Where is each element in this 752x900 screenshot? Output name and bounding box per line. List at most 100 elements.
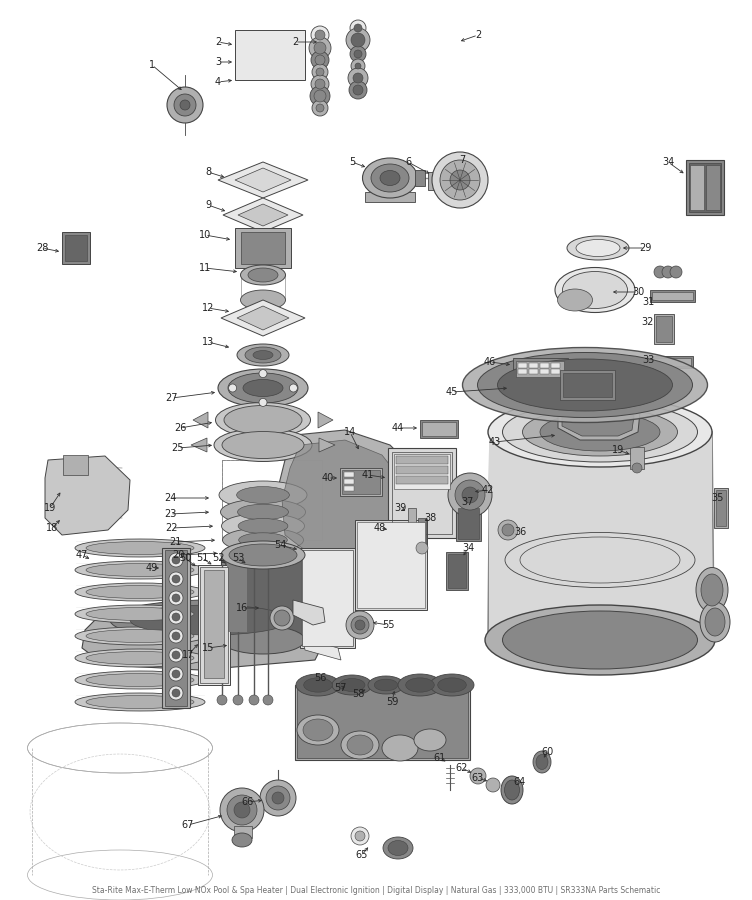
Bar [355,520,427,610]
Bar [650,358,691,366]
Ellipse shape [462,347,708,422]
Ellipse shape [438,678,466,692]
Text: 10: 10 [199,230,211,240]
Ellipse shape [238,504,289,520]
Circle shape [632,463,642,473]
Circle shape [229,384,237,392]
Ellipse shape [523,408,678,456]
Circle shape [670,266,682,278]
Polygon shape [275,430,415,570]
Ellipse shape [86,586,194,598]
Circle shape [654,266,666,278]
Text: 44: 44 [392,423,404,433]
Polygon shape [318,412,333,428]
Bar [446,552,468,590]
Text: 32: 32 [641,317,654,327]
Bar [529,369,538,374]
Polygon shape [221,300,305,336]
Circle shape [353,73,363,83]
Ellipse shape [222,514,305,538]
Circle shape [312,100,328,116]
Polygon shape [282,440,400,558]
Text: 13: 13 [202,337,214,347]
Circle shape [346,611,374,639]
Circle shape [172,651,180,659]
Circle shape [169,591,183,605]
Text: 1: 1 [149,60,155,70]
Text: 48: 48 [374,523,386,533]
Ellipse shape [501,776,523,804]
Ellipse shape [130,605,290,635]
Ellipse shape [223,542,302,564]
Text: 34: 34 [662,157,674,167]
Polygon shape [238,204,288,226]
Bar [340,468,382,496]
Ellipse shape [405,678,435,692]
Ellipse shape [110,600,310,640]
Circle shape [270,606,294,630]
Circle shape [462,487,478,503]
Bar [706,165,720,210]
Text: 19: 19 [612,445,624,455]
Circle shape [234,802,250,818]
Bar [225,560,301,635]
Ellipse shape [214,428,312,462]
Bar [396,476,448,484]
Text: 22: 22 [165,523,178,533]
Ellipse shape [297,715,339,745]
Text: 17: 17 [182,650,194,660]
Circle shape [263,695,273,705]
Ellipse shape [237,344,289,366]
Bar [357,522,425,608]
Text: 53: 53 [232,553,244,563]
Ellipse shape [86,673,194,687]
Text: 51: 51 [196,553,208,563]
Circle shape [346,28,370,52]
Ellipse shape [701,574,723,606]
Circle shape [174,94,196,116]
Bar [540,369,549,374]
Ellipse shape [243,380,283,397]
Bar [165,550,187,706]
Text: 59: 59 [386,697,399,707]
Circle shape [662,266,674,278]
Bar [408,508,416,526]
Bar [489,432,712,640]
Bar [62,232,90,264]
Circle shape [502,524,514,536]
Text: 50: 50 [179,553,191,563]
Bar [388,448,456,538]
Bar [222,460,322,540]
Circle shape [351,616,369,634]
Circle shape [172,613,180,621]
Bar [198,565,230,685]
Text: 55: 55 [382,620,394,630]
Circle shape [350,46,366,62]
Text: Sta-Rite Max-E-Therm Low NOx Pool & Spa Heater | Dual Electronic Ignition | Digi: Sta-Rite Max-E-Therm Low NOx Pool & Spa … [92,886,660,895]
Ellipse shape [75,671,205,689]
Ellipse shape [75,605,205,623]
Circle shape [172,670,180,678]
Ellipse shape [398,674,442,696]
Bar [422,422,456,436]
Circle shape [314,90,326,102]
Circle shape [355,63,361,69]
Circle shape [169,553,183,567]
Bar [650,290,695,302]
Bar [648,356,693,368]
Text: 15: 15 [202,643,214,653]
Bar [63,455,88,475]
Text: 18: 18 [46,523,58,533]
Text: 31: 31 [642,297,654,307]
Ellipse shape [576,239,620,256]
Text: 38: 38 [424,513,436,523]
Circle shape [217,695,227,705]
Ellipse shape [238,533,287,547]
Circle shape [167,87,203,123]
Circle shape [172,689,180,697]
Ellipse shape [245,347,281,363]
Text: 63: 63 [472,773,484,783]
Ellipse shape [248,268,278,282]
Circle shape [350,20,366,36]
Bar [234,826,252,838]
